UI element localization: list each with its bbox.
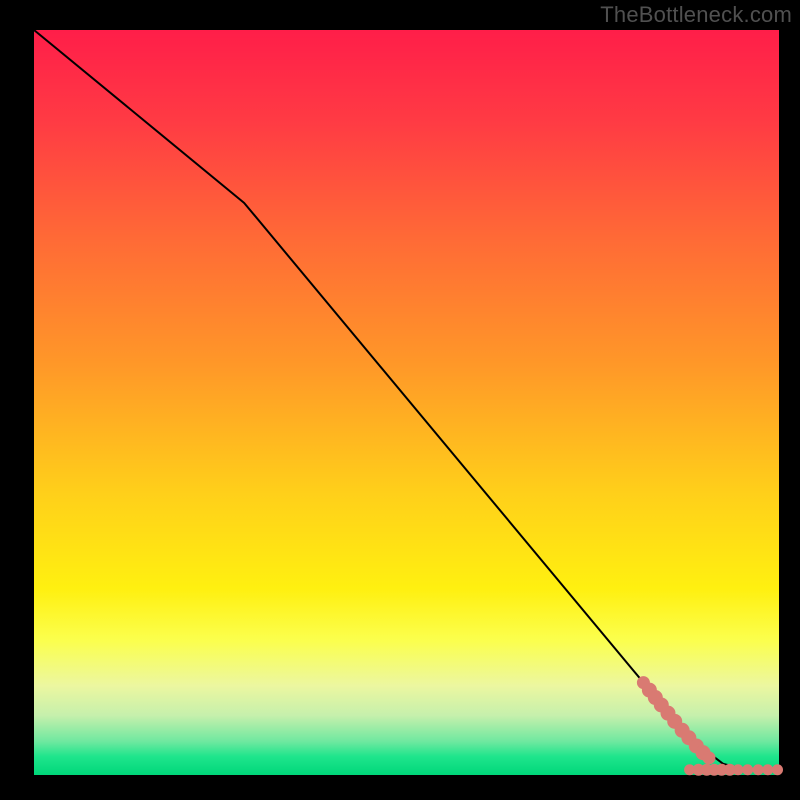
data-marker [733, 765, 743, 775]
data-marker [743, 765, 753, 775]
data-marker [703, 752, 715, 764]
gradient-plot-area [34, 30, 779, 775]
watermark-text: TheBottleneck.com [600, 2, 792, 28]
chart-frame: TheBottleneck.com [0, 0, 800, 800]
data-marker [763, 765, 773, 775]
data-marker [753, 765, 763, 775]
data-marker [773, 765, 783, 775]
bottleneck-chart [0, 0, 800, 800]
